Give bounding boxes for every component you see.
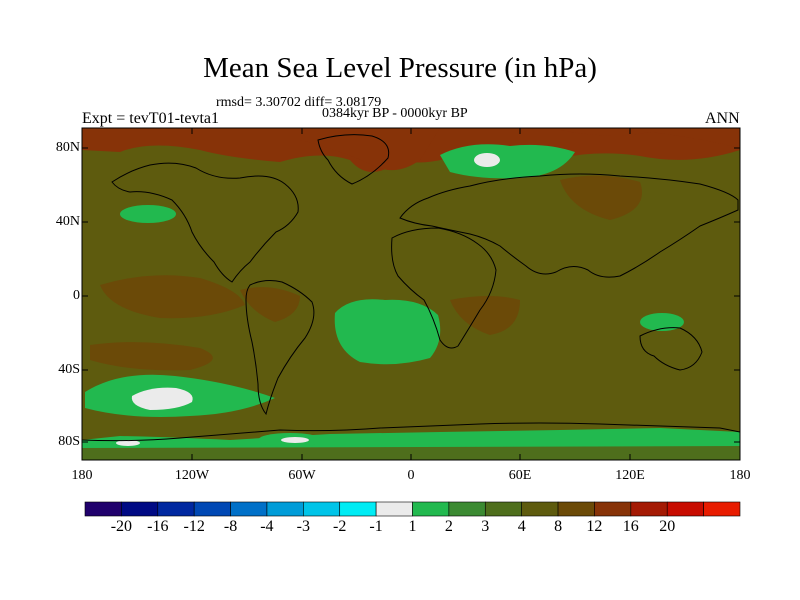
colorbar-label: -12 [183, 518, 205, 535]
field-siberia-red [560, 128, 740, 148]
colorbar [84, 501, 741, 517]
colorbar-label: -2 [333, 518, 347, 535]
colorbar-box [666, 501, 704, 517]
colorbar-label: 8 [554, 518, 563, 535]
field-nearzero-arctic [474, 153, 500, 167]
coast-greenland [317, 134, 390, 185]
colorbar-label: 16 [622, 518, 639, 535]
field-green-satlantic [334, 299, 441, 365]
colorbar-label: -8 [223, 518, 238, 535]
colorbar-label: 2 [444, 518, 453, 535]
colorbar-label: 20 [659, 518, 676, 535]
season-label: ANN [705, 110, 740, 127]
field-nearzero-ross [116, 440, 140, 446]
lon-tick-180e: 180 [729, 468, 751, 483]
colorbar-label: -16 [147, 518, 169, 535]
colorbar-box [521, 501, 559, 517]
field-brown-safrica [450, 296, 520, 335]
coast-africa [391, 227, 497, 349]
colorbar-label: 12 [586, 518, 603, 535]
map-title: Mean Sea Level Pressure (in hPa) [203, 52, 597, 84]
coast-north-america [111, 162, 299, 283]
colorbar-label: 1 [408, 518, 417, 535]
field-green-npacific [120, 205, 176, 223]
colorbar-box [157, 501, 195, 517]
field-nearzero-spacific [131, 387, 193, 410]
colorbar-box [303, 501, 341, 517]
coast-antarctica [82, 422, 740, 442]
lon-tick-120w: 120W [174, 468, 210, 483]
field-brown-samerica [240, 287, 300, 322]
field-green-eurasia [440, 144, 575, 179]
field-greenland-red [300, 128, 440, 171]
field-brown-asia [560, 175, 642, 220]
colorbar-box [630, 501, 668, 517]
lat-tick-0: 0 [73, 288, 80, 303]
lon-tick-0: 0 [407, 468, 415, 483]
colorbar-box [412, 501, 450, 517]
axis-ticks [82, 128, 740, 460]
colorbar-box [84, 501, 122, 517]
field-nearzero-weddell [281, 437, 309, 443]
field-green-indonesia [640, 313, 684, 331]
colorbar-box [339, 501, 377, 517]
pressure-difference-field [82, 128, 740, 460]
lon-tick-180w: 180 [71, 468, 93, 483]
lon-tick-120e: 120E [615, 468, 645, 483]
coast-australia [639, 327, 703, 371]
colorbar-box [193, 501, 231, 517]
colorbar-label: -1 [369, 518, 383, 535]
colorbar-label: -3 [296, 518, 310, 535]
field-brown-scpacific [90, 342, 213, 371]
colorbar-label: -20 [110, 518, 133, 535]
colorbar-label: 4 [517, 518, 526, 535]
colorbar-box [375, 501, 413, 517]
colorbar-box [484, 501, 522, 517]
colorbar-box [230, 501, 268, 517]
colorbar-box [448, 501, 486, 517]
coastlines [82, 134, 740, 442]
colorbar-label: 3 [481, 518, 490, 535]
rmsd-diff-stats: rmsd= 3.30702 diff= 3.08179 [216, 95, 382, 110]
colorbar-box [594, 501, 632, 517]
lat-tick-80s: 80S [58, 434, 80, 449]
colorbar-box [121, 501, 159, 517]
colorbar-box [703, 501, 741, 517]
field-brown-epacific [100, 275, 245, 319]
colorbar-box [557, 501, 595, 517]
field-antarctic-interior [82, 446, 740, 460]
lon-tick-60w: 60W [288, 468, 316, 483]
colorbar-label: -4 [260, 518, 274, 535]
experiment-label: Expt = tevT01-tevta1 [82, 110, 219, 127]
lat-tick-40s: 40S [58, 362, 80, 377]
coast-eurasia [399, 173, 739, 278]
time-period-label: 0384kyr BP - 0000kyr BP [322, 106, 468, 121]
colorbar-box [266, 501, 304, 517]
coast-south-america [245, 280, 315, 416]
lat-tick-40n: 40N [55, 214, 80, 229]
lat-tick-80n: 80N [55, 140, 80, 155]
lon-tick-60e: 60E [508, 468, 532, 483]
